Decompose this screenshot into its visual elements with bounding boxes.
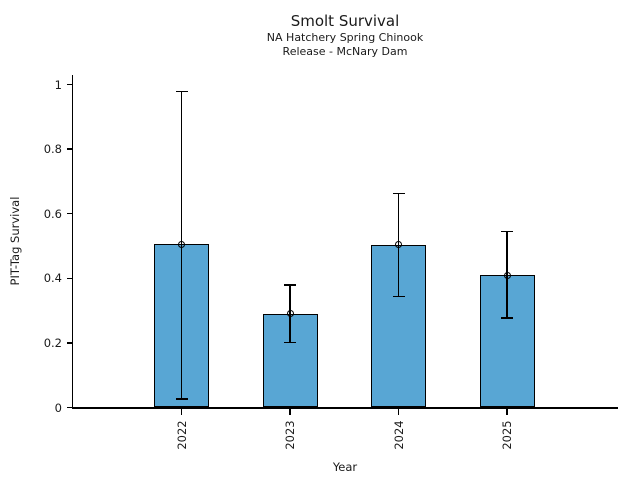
error-cap-top bbox=[284, 284, 296, 286]
error-cap-bottom bbox=[392, 295, 405, 298]
x-tick-label: 2025 bbox=[500, 420, 514, 450]
point-marker bbox=[503, 271, 511, 279]
y-tick-label: 0.8 bbox=[43, 142, 62, 157]
bar bbox=[479, 275, 535, 408]
error-cap-top bbox=[392, 192, 405, 195]
error-cap-top bbox=[175, 90, 188, 93]
y-tick bbox=[66, 406, 73, 409]
x-axis-line bbox=[71, 407, 618, 409]
x-tick bbox=[289, 408, 291, 415]
x-tick-label: 2023 bbox=[283, 420, 297, 450]
y-tick bbox=[66, 342, 73, 344]
y-tick-label: 0.2 bbox=[43, 335, 62, 350]
y-tick bbox=[66, 212, 73, 215]
y-tick bbox=[66, 148, 73, 150]
y-tick-label: 0 bbox=[54, 400, 62, 415]
point-marker bbox=[178, 240, 185, 248]
chart-subtitle-line2: Release - McNary Dam bbox=[282, 45, 408, 58]
y-tick-label: 0.6 bbox=[43, 206, 62, 221]
x-tick bbox=[506, 408, 508, 415]
x-axis-label: Year bbox=[332, 460, 358, 474]
error-cap-bottom bbox=[501, 317, 513, 319]
error-cap-bottom bbox=[284, 341, 296, 344]
point-marker bbox=[286, 310, 294, 317]
point-marker bbox=[395, 241, 402, 249]
y-tick-label: 0.4 bbox=[43, 271, 62, 286]
y-tick-label: 1 bbox=[54, 77, 62, 92]
x-tick bbox=[180, 408, 183, 415]
x-tick bbox=[397, 408, 400, 415]
y-tick bbox=[66, 277, 73, 280]
y-axis-label: PIT-Tag Survival bbox=[8, 196, 22, 286]
y-tick bbox=[66, 83, 73, 86]
error-cap-bottom bbox=[175, 398, 188, 400]
chart-title: Smolt Survival bbox=[290, 12, 400, 30]
x-tick-label: 2024 bbox=[391, 420, 406, 450]
x-tick-label: 2022 bbox=[174, 420, 189, 450]
error-cap-top bbox=[501, 230, 513, 233]
y-axis-line bbox=[71, 74, 73, 409]
chart-subtitle-line1: NA Hatchery Spring Chinook bbox=[266, 31, 424, 44]
